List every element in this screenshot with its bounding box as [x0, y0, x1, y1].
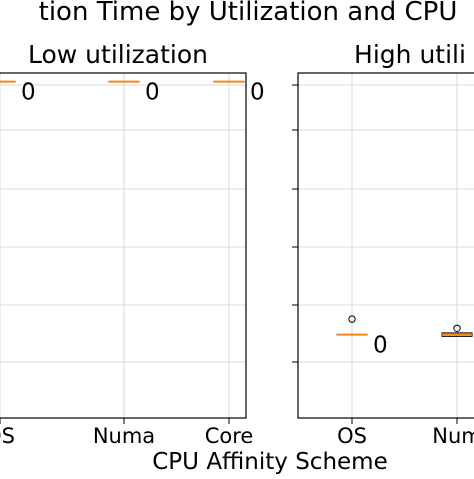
subplot-title: High utili: [354, 40, 466, 69]
axes-frame: [0, 73, 246, 418]
x-tick-label: Numa: [93, 424, 155, 448]
x-tick-label: OS: [0, 424, 15, 448]
figure-title: tion Time by Utilization and CPU: [39, 0, 458, 27]
x-tick-label: OS: [337, 424, 367, 448]
x-tick-label: Num: [432, 424, 474, 448]
subplot-title: Low utilization: [28, 40, 208, 69]
box-annotation: 0: [21, 80, 36, 106]
subplot-2: High utili OS Num 0: [292, 40, 474, 448]
subplot-1: Low utilization OS Numa Core 0 0 0: [0, 40, 265, 448]
box-annotation: 0: [250, 80, 265, 106]
box-annotation: 0: [145, 80, 160, 106]
subplot-panels: Low utilization OS Numa Core 0 0 0 High utili OS…: [0, 40, 474, 448]
axes-frame: [298, 73, 474, 418]
x-axis-label: CPU Affinity Scheme: [152, 449, 387, 474]
x-tick-label: Core: [205, 424, 254, 448]
box-annotation: 0: [373, 333, 388, 359]
